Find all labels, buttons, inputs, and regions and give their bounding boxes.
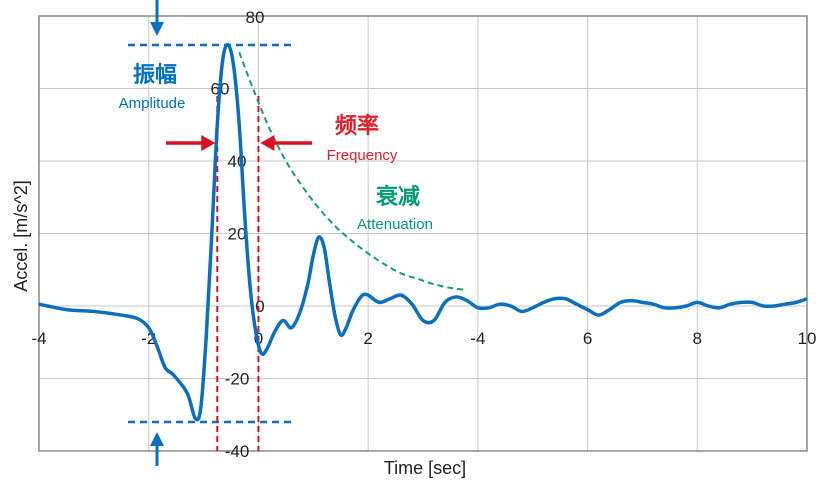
annotation-guides [128,43,292,451]
y-axis-title: Accel. [m/s^2] [11,180,31,291]
y-tick-label: 0 [255,297,264,316]
x-tick-label: -4 [31,329,46,348]
frequency-arrow-left-head [201,135,216,151]
y-tick-label: -40 [225,442,250,461]
x-axis-title: Time [sec] [384,458,466,478]
x-tick-label: 10 [798,329,817,348]
frequency-label-en: Frequency [327,147,398,164]
x-tick-label: -4 [470,329,485,348]
amplitude-arrow-bottom-head [150,432,164,446]
y-tick-label: -20 [225,370,250,389]
y-tick-label: 80 [246,8,265,27]
attenuation-label-en: Attenuation [357,216,433,233]
annotation-arrows [150,0,312,466]
amplitude-label-cn: 振幅 [133,63,177,88]
x-tick-label: 2 [363,329,372,348]
y-tick-label: 20 [228,225,247,244]
attenuation-envelope-line [238,51,465,291]
waveform-line [38,43,808,422]
x-tick-label: 6 [583,329,592,348]
x-tick-label: 8 [693,329,702,348]
frequency-arrow-right-head [260,135,275,151]
chart-grid [38,15,808,452]
amplitude-arrow-top-head [150,22,164,36]
plot-frame [38,15,808,452]
attenuation-label-cn: 衰减 [375,184,420,210]
frequency-label-cn: 频率 [335,113,379,139]
amplitude-label-en: Amplitude [119,95,186,112]
